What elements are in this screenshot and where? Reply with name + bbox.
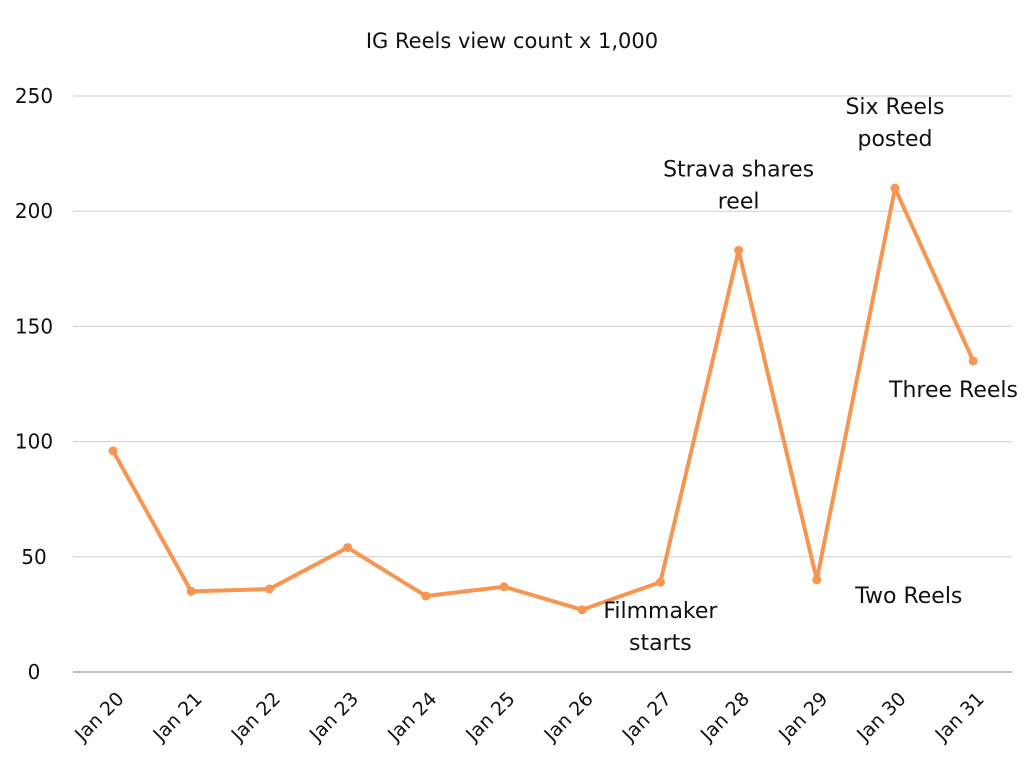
series: [108, 183, 978, 615]
grid: [73, 95, 1012, 673]
y-tick-label: 150: [15, 314, 53, 338]
data-point: [890, 183, 900, 193]
annotation-label: reel: [718, 189, 760, 214]
annotation-label: Three Reels: [888, 378, 1018, 403]
annotation: Six Reels posted: [845, 95, 944, 152]
data-point: [499, 582, 509, 592]
x-tick-label: Jan 25: [461, 688, 519, 746]
data-point: [421, 591, 431, 601]
x-tick-label: Jan 24: [383, 688, 441, 746]
annotation-label: starts: [629, 631, 692, 656]
annotation-label: posted: [857, 127, 932, 152]
annotation: Strava shares reel: [663, 157, 814, 214]
y-tick-label: 100: [15, 430, 53, 454]
x-tick-label: Jan 26: [539, 688, 597, 746]
annotation: Two Reels: [854, 584, 962, 609]
x-tick-label: Jan 20: [70, 688, 128, 746]
annotation-label: Six Reels: [845, 95, 944, 120]
data-point: [577, 605, 587, 615]
data-point: [812, 575, 822, 585]
annotation-label: Strava shares: [663, 157, 814, 182]
x-tick-label: Jan 22: [227, 688, 285, 746]
annotation-label: Filmmaker: [603, 599, 718, 624]
chart-title: IG Reels view count x 1,000: [366, 29, 658, 53]
x-axis-ticks: Jan 20 Jan 21 Jan 22 Jan 23 Jan 24 Jan 25 Jan …: [70, 688, 989, 746]
annotation: Filmmaker starts: [603, 599, 718, 656]
data-point: [108, 446, 118, 456]
x-tick-label: Jan 31: [930, 688, 988, 746]
x-tick-label: Jan 28: [696, 688, 754, 746]
data-point: [186, 586, 196, 596]
data-point: [343, 543, 353, 553]
series-line: [111, 186, 976, 612]
x-tick-label: Jan 30: [852, 688, 910, 746]
annotation: Three Reels: [888, 378, 1018, 403]
y-tick-label: 50: [21, 545, 46, 569]
annotation-label: Two Reels: [854, 584, 962, 609]
y-tick-label: 250: [15, 84, 53, 108]
x-tick-label: Jan 21: [148, 688, 206, 746]
data-point: [655, 577, 665, 587]
x-tick-label: Jan 23: [305, 688, 363, 746]
y-tick-label: 200: [15, 199, 53, 223]
data-point: [264, 584, 274, 594]
annotations: Filmmaker starts Strava shares reel Two Reel…: [603, 95, 1018, 656]
data-point: [734, 245, 744, 255]
x-tick-label: Jan 27: [618, 688, 676, 746]
y-axis-ticks: 0 50 100 150 200 250: [15, 84, 53, 684]
data-point: [968, 356, 978, 366]
y-tick-label: 0: [28, 660, 41, 684]
x-tick-label: Jan 29: [774, 688, 832, 746]
